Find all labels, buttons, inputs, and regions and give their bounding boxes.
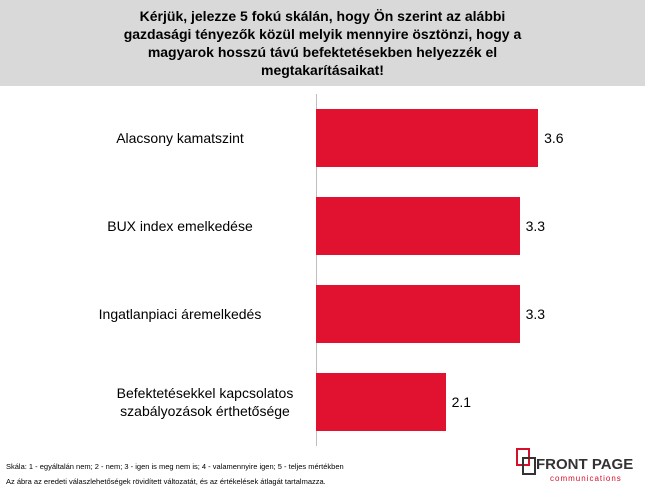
- category-axis: [316, 94, 317, 446]
- logo-name: FRONT PAGE: [536, 456, 634, 473]
- value-label: 3.6: [544, 130, 564, 146]
- category-label: BUX index emelkedése: [107, 218, 253, 234]
- title-box: Kérjük, jelezze 5 fokú skálán, hogy Ön s…: [0, 0, 645, 86]
- logo-icon: [516, 448, 536, 475]
- value-label: 3.3: [525, 218, 546, 234]
- logo: FRONT PAGE communications: [516, 440, 641, 490]
- plot-area: Alacsony kamatszint 3.6 BUX index emelkedé…: [0, 86, 645, 456]
- category-label: Alacsony kamatszint: [116, 130, 244, 146]
- bar: [316, 197, 520, 255]
- category-label: Ingatlanpiaci áremelkedés: [98, 306, 262, 322]
- value-label: 2.1: [451, 394, 472, 410]
- value-label: 3.3: [525, 306, 546, 322]
- bar: [316, 373, 446, 431]
- bar: [316, 109, 539, 167]
- chart-title: Kérjük, jelezze 5 fokú skálán, hogy Ön s…: [123, 8, 522, 78]
- category-label: Befektetésekkel kapcsolatos szabályozáso…: [116, 385, 294, 419]
- footnote: Az ábra az eredeti válaszlehetőségek röv…: [6, 477, 326, 486]
- bar: [316, 285, 520, 343]
- footnote: Skála: 1 - egyáltalán nem; 2 - nem; 3 - …: [6, 462, 344, 471]
- logo-tagline: communications: [550, 474, 622, 483]
